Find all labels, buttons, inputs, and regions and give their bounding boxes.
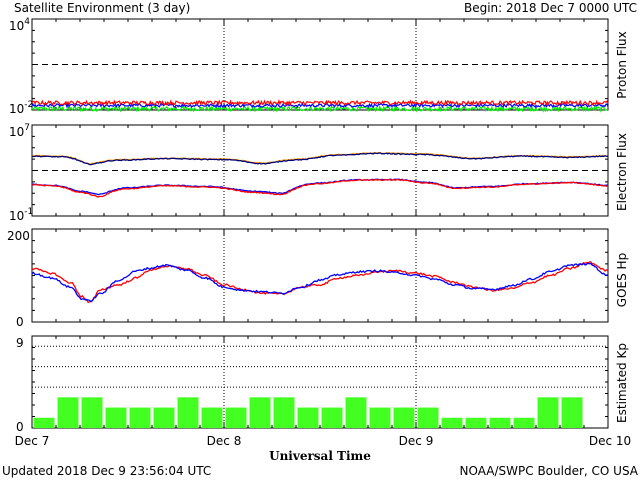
proton-ytick-top: 104 xyxy=(9,17,30,33)
goes-hp-panel-frame xyxy=(31,228,609,323)
proton-flux-panel-frame xyxy=(31,18,609,111)
kp-bar xyxy=(489,417,511,428)
kp-bar xyxy=(441,417,463,428)
electron-flux-blue-series xyxy=(32,178,609,196)
goes-hp-red-series xyxy=(31,261,609,304)
kp-bar xyxy=(201,407,223,428)
kp-bar xyxy=(537,397,559,428)
kp-bar xyxy=(465,417,487,428)
goes-hp-y-ticks: 200 0 xyxy=(7,229,30,329)
kp-bar xyxy=(153,407,175,428)
kp-bar xyxy=(393,407,415,428)
kp-ytick-top: 9 xyxy=(16,336,24,350)
kp-bar xyxy=(417,407,439,428)
electron-flux-label: Electron Flux xyxy=(615,133,629,211)
begin-date: Begin: 2018 Dec 7 0000 UTC xyxy=(464,1,637,15)
x-axis-title: Universal Time xyxy=(269,449,371,463)
kp-bar xyxy=(297,407,319,428)
proton-green-series xyxy=(31,104,609,113)
goes-hp-blue-series xyxy=(31,262,609,303)
hp-ytick-top: 200 xyxy=(7,229,30,243)
credit-line: NOAA/SWPC Boulder, CO USA xyxy=(460,464,639,478)
kp-bar xyxy=(321,407,343,428)
electron-flux-orange-series xyxy=(31,151,609,165)
kp-bar xyxy=(177,397,199,428)
proton-red-series xyxy=(31,99,609,107)
electron-ytick-bottom: 10-1 xyxy=(9,207,33,223)
kp-ytick-bottom: 0 xyxy=(16,420,24,434)
electron-flux-red-series xyxy=(31,178,609,198)
electron-flux-panel-frame xyxy=(31,124,609,217)
kp-bar xyxy=(81,397,103,428)
proton-flux-label: Proton Flux xyxy=(615,31,629,98)
x-tick-dec8: Dec 8 xyxy=(207,434,242,448)
kp-bar xyxy=(225,407,247,428)
x-tick-dec10: Dec 10 xyxy=(589,434,631,448)
estimated-kp-label: Estimated Kp xyxy=(615,343,629,423)
chart-title: Satellite Environment (3 day) xyxy=(14,1,190,15)
kp-bar xyxy=(513,417,535,428)
proton-flux-y-ticks: 104 10-2 xyxy=(9,17,33,116)
kp-bar xyxy=(273,397,295,428)
kp-bar xyxy=(561,397,583,428)
kp-bar xyxy=(369,407,391,428)
proton-blue-series xyxy=(31,102,609,109)
updated-timestamp: Updated 2018 Dec 9 23:56:04 UTC xyxy=(2,464,211,478)
electron-flux-darkblue-series xyxy=(31,152,609,166)
kp-bar xyxy=(105,407,127,428)
x-tick-dec7: Dec 7 xyxy=(15,434,50,448)
electron-ytick-top: 107 xyxy=(9,123,30,139)
kp-bar xyxy=(249,397,271,428)
hp-ytick-bottom: 0 xyxy=(16,315,24,329)
kp-y-ticks: 9 0 xyxy=(16,336,24,434)
proton-ytick-bottom: 10-2 xyxy=(9,100,33,116)
kp-bar xyxy=(57,397,79,428)
electron-flux-y-ticks: 107 10-1 xyxy=(9,123,33,223)
goes-hp-label: GOES Hp xyxy=(615,253,629,307)
kp-bar xyxy=(33,417,55,428)
x-tick-dec9: Dec 9 xyxy=(399,434,434,448)
kp-bar xyxy=(345,397,367,428)
kp-bar xyxy=(129,407,151,428)
